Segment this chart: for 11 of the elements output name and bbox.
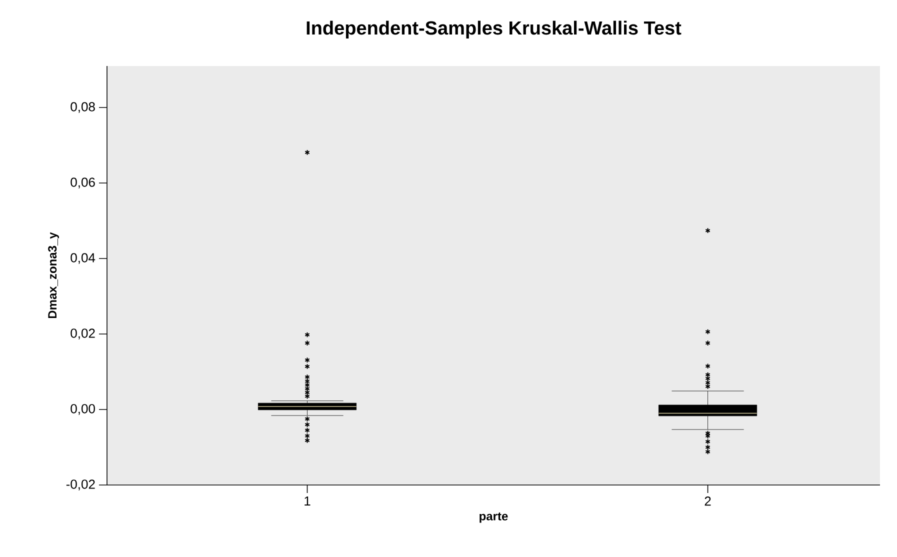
y-tick-label: 0,02 [70, 328, 95, 340]
chart-title: Independent-Samples Kruskal-Wallis Test [306, 20, 682, 38]
x-tick-label: 2 [704, 496, 711, 506]
y-tick-label: 0,00 [70, 404, 95, 415]
x-tick-label: 1 [304, 496, 310, 506]
y-axis-title: Dmax_zona3_y [48, 232, 59, 318]
y-tick-label: 0,04 [70, 253, 96, 264]
y-tick-label: 0,08 [70, 102, 95, 113]
y-tick-label: 0,06 [70, 178, 95, 188]
x-axis-title: parte [480, 512, 508, 523]
y-tick-label: -0,02 [66, 480, 95, 490]
